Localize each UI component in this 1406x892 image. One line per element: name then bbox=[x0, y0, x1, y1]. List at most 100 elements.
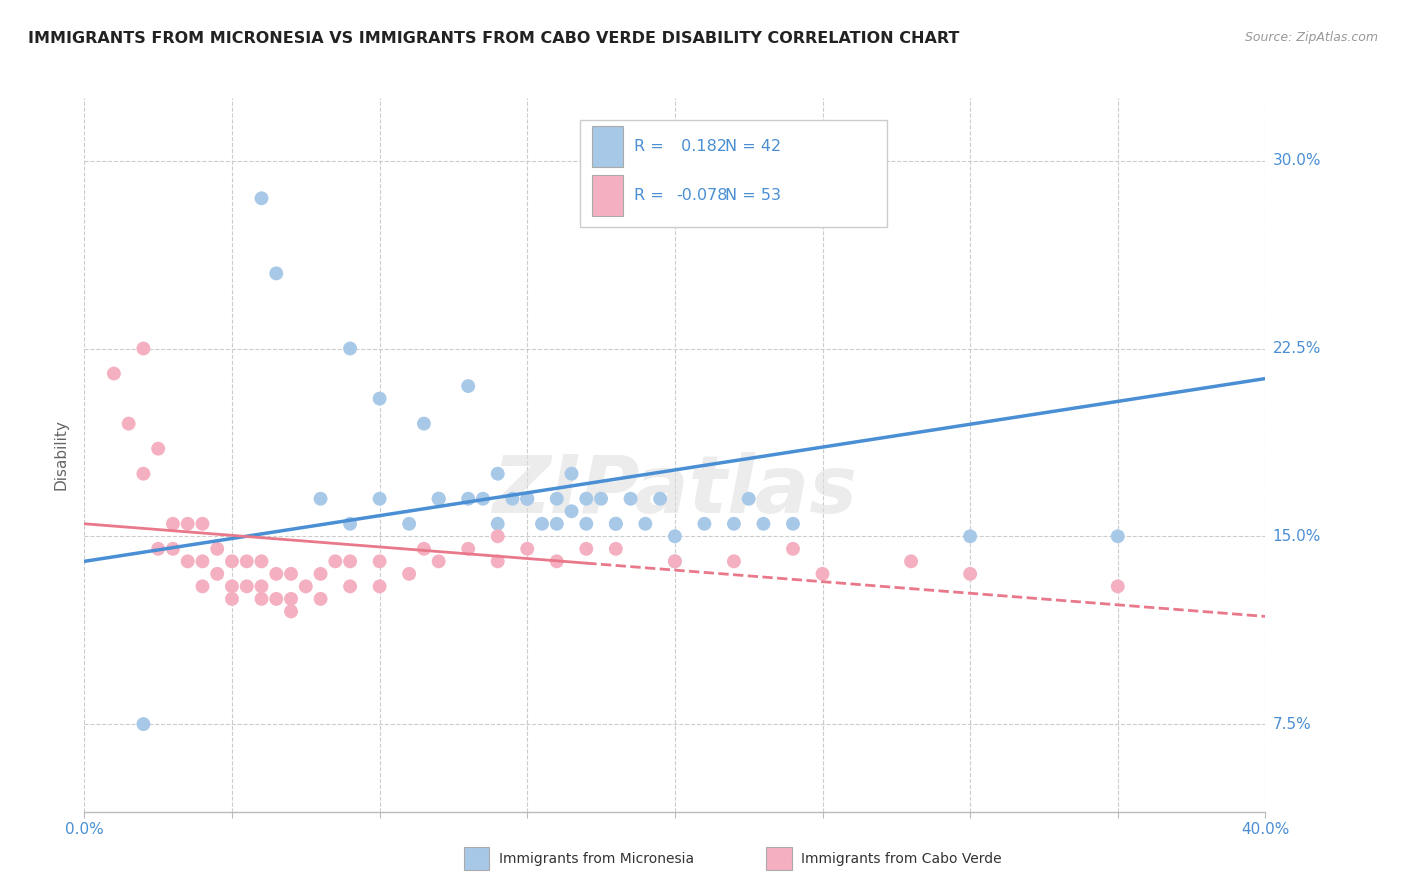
Point bbox=[546, 554, 568, 568]
Point bbox=[693, 516, 716, 531]
Point bbox=[295, 579, 318, 593]
Text: IMMIGRANTS FROM MICRONESIA VS IMMIGRANTS FROM CABO VERDE DISABILITY CORRELATION : IMMIGRANTS FROM MICRONESIA VS IMMIGRANTS… bbox=[28, 31, 959, 46]
Point bbox=[339, 342, 361, 356]
Point bbox=[264, 266, 288, 280]
Text: 22.5%: 22.5% bbox=[1272, 341, 1320, 356]
Point bbox=[205, 541, 228, 556]
Point bbox=[132, 717, 155, 731]
Point bbox=[103, 367, 125, 381]
Point bbox=[250, 191, 273, 205]
Point bbox=[427, 554, 450, 568]
Point bbox=[664, 554, 686, 568]
Point bbox=[280, 566, 302, 581]
Point bbox=[457, 491, 479, 506]
Text: Immigrants from Cabo Verde: Immigrants from Cabo Verde bbox=[801, 852, 1002, 865]
Point bbox=[177, 554, 200, 568]
Point bbox=[605, 541, 627, 556]
Point bbox=[205, 566, 228, 581]
Point bbox=[575, 516, 598, 531]
Point bbox=[250, 591, 273, 606]
Point bbox=[457, 541, 479, 556]
Point bbox=[501, 491, 523, 506]
Text: ZIPatlas: ZIPatlas bbox=[492, 451, 858, 530]
Point bbox=[664, 529, 686, 543]
Point bbox=[264, 591, 288, 606]
Point bbox=[738, 491, 761, 506]
Point bbox=[723, 554, 745, 568]
Point bbox=[162, 516, 184, 531]
Point bbox=[368, 554, 391, 568]
Point bbox=[309, 491, 332, 506]
Point bbox=[959, 529, 981, 543]
Text: R =: R = bbox=[634, 139, 669, 153]
Point bbox=[560, 504, 583, 518]
Point bbox=[605, 516, 627, 531]
Text: 15.0%: 15.0% bbox=[1272, 529, 1320, 544]
Text: N = 42: N = 42 bbox=[725, 139, 782, 153]
Point bbox=[486, 467, 509, 481]
Point bbox=[191, 579, 214, 593]
Point bbox=[339, 554, 361, 568]
Text: Immigrants from Micronesia: Immigrants from Micronesia bbox=[499, 852, 695, 865]
Point bbox=[413, 541, 436, 556]
Point bbox=[148, 442, 170, 456]
Y-axis label: Disability: Disability bbox=[53, 419, 69, 491]
Point bbox=[118, 417, 141, 431]
Point bbox=[959, 566, 981, 581]
Point bbox=[339, 516, 361, 531]
Point bbox=[235, 554, 259, 568]
Point bbox=[486, 554, 509, 568]
Point bbox=[546, 516, 568, 531]
Point bbox=[457, 379, 479, 393]
Point bbox=[591, 491, 613, 506]
Point bbox=[339, 579, 361, 593]
Point bbox=[368, 392, 391, 406]
Point bbox=[575, 491, 598, 506]
Text: -0.078: -0.078 bbox=[676, 188, 727, 203]
Point bbox=[782, 516, 804, 531]
Point bbox=[264, 566, 288, 581]
Point bbox=[605, 516, 627, 531]
Point bbox=[250, 554, 273, 568]
Point bbox=[486, 516, 509, 531]
Point bbox=[752, 516, 775, 531]
Point bbox=[323, 554, 347, 568]
Point bbox=[619, 491, 641, 506]
Point bbox=[177, 516, 200, 531]
Text: 30.0%: 30.0% bbox=[1272, 153, 1320, 169]
Point bbox=[309, 566, 332, 581]
Point bbox=[811, 566, 834, 581]
Point bbox=[132, 342, 155, 356]
Text: 7.5%: 7.5% bbox=[1272, 716, 1312, 731]
Point bbox=[1107, 579, 1129, 593]
Point bbox=[250, 579, 273, 593]
Point bbox=[132, 467, 155, 481]
Point bbox=[648, 491, 672, 506]
Point bbox=[516, 491, 538, 506]
Point bbox=[309, 591, 332, 606]
Point bbox=[782, 541, 804, 556]
Point bbox=[413, 417, 436, 431]
Point bbox=[148, 541, 170, 556]
Point bbox=[900, 554, 922, 568]
Point bbox=[516, 541, 538, 556]
Point bbox=[664, 554, 686, 568]
Point bbox=[427, 491, 450, 506]
Point bbox=[1107, 529, 1129, 543]
Text: N = 53: N = 53 bbox=[725, 188, 782, 203]
Point bbox=[530, 516, 553, 531]
Point bbox=[546, 491, 568, 506]
Point bbox=[560, 467, 583, 481]
Point bbox=[191, 516, 214, 531]
Point bbox=[516, 491, 538, 506]
Point bbox=[191, 554, 214, 568]
Point bbox=[486, 529, 509, 543]
Point bbox=[221, 591, 243, 606]
Point bbox=[723, 516, 745, 531]
Point bbox=[221, 579, 243, 593]
Point bbox=[368, 491, 391, 506]
Point bbox=[235, 579, 259, 593]
Point bbox=[575, 541, 598, 556]
Text: 0.182: 0.182 bbox=[676, 139, 727, 153]
Point bbox=[162, 541, 184, 556]
